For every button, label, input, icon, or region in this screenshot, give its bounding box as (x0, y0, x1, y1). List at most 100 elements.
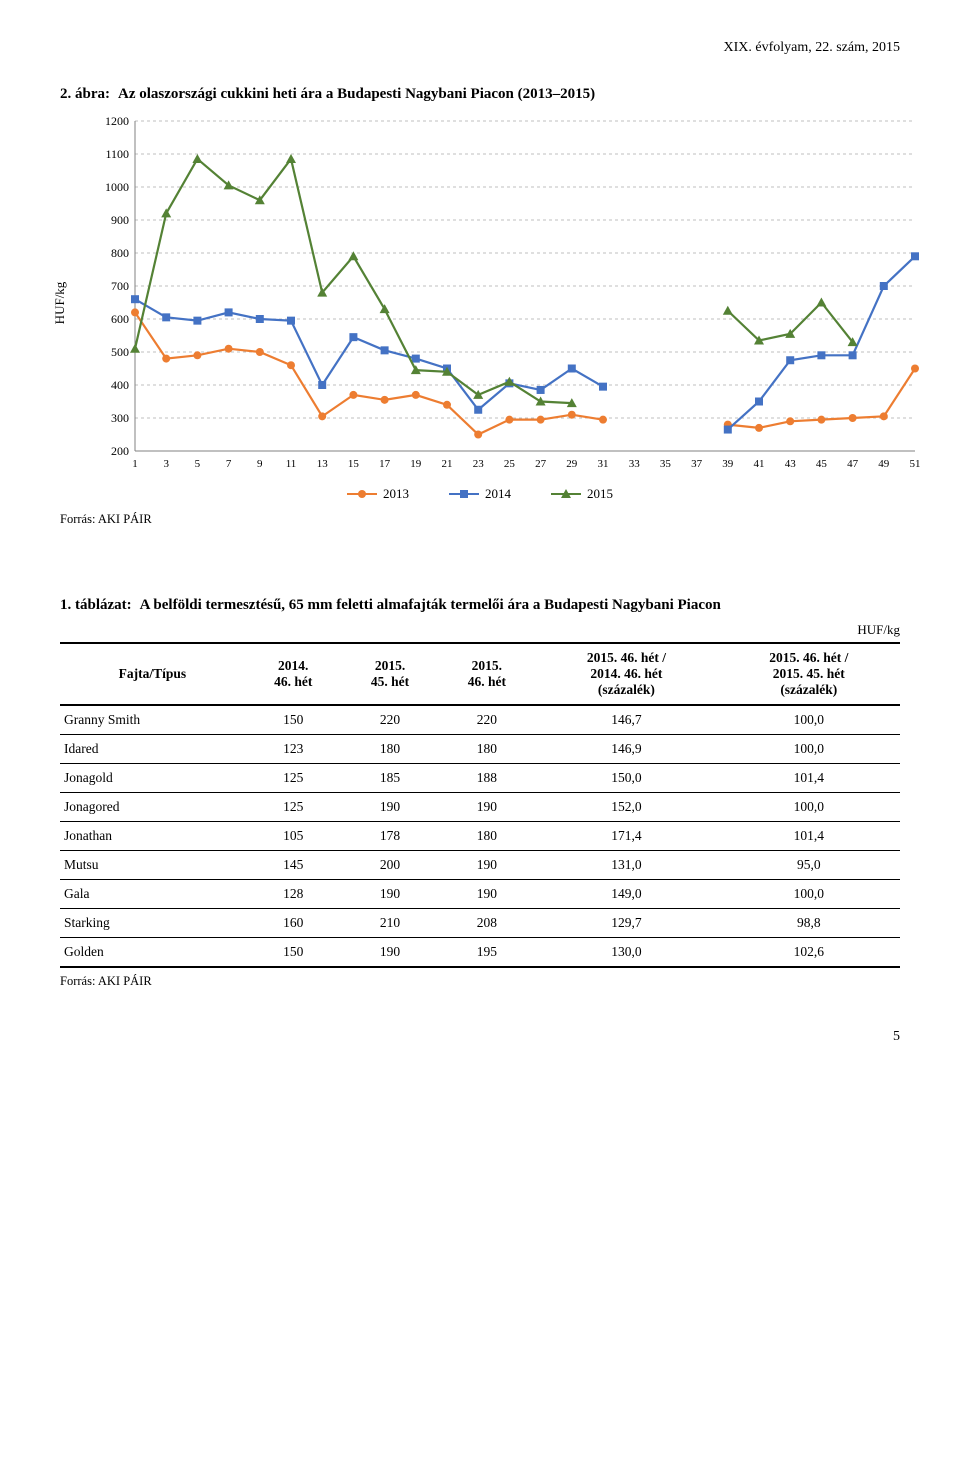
table-cell: Gala (60, 880, 245, 909)
table-cell: 180 (438, 735, 535, 764)
svg-text:17: 17 (379, 458, 391, 470)
table-cell: 150,0 (535, 764, 717, 793)
table-row: Mutsu145200190131,095,0 (60, 851, 900, 880)
table-cell: 125 (245, 764, 342, 793)
table-row: Jonagored125190190152,0100,0 (60, 793, 900, 822)
table-cell: 101,4 (718, 822, 900, 851)
table-cell: 130,0 (535, 938, 717, 968)
svg-text:47: 47 (847, 458, 859, 470)
svg-text:51: 51 (910, 458, 921, 470)
svg-text:9: 9 (257, 458, 263, 470)
table-cell: 145 (245, 851, 342, 880)
table-row: Starking160210208129,798,8 (60, 909, 900, 938)
legend-item-2015: 2015 (551, 486, 613, 502)
table-cell: 190 (438, 851, 535, 880)
svg-text:800: 800 (111, 246, 129, 260)
legend-label-2014: 2014 (485, 486, 511, 502)
svg-text:15: 15 (348, 458, 360, 470)
table-cell: 149,0 (535, 880, 717, 909)
table-cell: Jonagold (60, 764, 245, 793)
table-header-cell: 2015.45. hét (342, 643, 439, 705)
svg-text:23: 23 (473, 458, 485, 470)
chart-legend: 2013 2014 2015 (60, 486, 900, 502)
svg-text:49: 49 (878, 458, 890, 470)
table-cell: 101,4 (718, 764, 900, 793)
svg-text:31: 31 (598, 458, 609, 470)
table-cell: 200 (342, 851, 439, 880)
table-cell: Granny Smith (60, 705, 245, 735)
table-cell: 190 (438, 793, 535, 822)
svg-text:41: 41 (754, 458, 765, 470)
table-row: Idared123180180146,9100,0 (60, 735, 900, 764)
table-cell: Jonagored (60, 793, 245, 822)
table-header-cell: 2015. 46. hét /2015. 45. hét(százalék) (718, 643, 900, 705)
table-header-cell: 2014.46. hét (245, 643, 342, 705)
page-header: XIX. évfolyam, 22. szám, 2015 (60, 40, 900, 56)
chart-ylabel: HUF/kg (52, 281, 68, 324)
table-cell: 146,7 (535, 705, 717, 735)
table-title-prefix: 1. táblázat: (60, 597, 132, 614)
table-cell: 220 (438, 705, 535, 735)
svg-text:5: 5 (195, 458, 201, 470)
table-cell: Starking (60, 909, 245, 938)
table-cell: 125 (245, 793, 342, 822)
svg-text:11: 11 (286, 458, 297, 470)
table-cell: 188 (438, 764, 535, 793)
chart-title: Az olaszországi cukkini heti ára a Budap… (118, 86, 595, 103)
table-cell: 102,6 (718, 938, 900, 968)
svg-text:600: 600 (111, 312, 129, 326)
svg-text:200: 200 (111, 444, 129, 458)
svg-text:1100: 1100 (105, 147, 129, 161)
svg-text:900: 900 (111, 213, 129, 227)
table-cell: 150 (245, 938, 342, 968)
table-header-cell: Fajta/Típus (60, 643, 245, 705)
svg-text:39: 39 (722, 458, 734, 470)
table-cell: 150 (245, 705, 342, 735)
svg-text:300: 300 (111, 411, 129, 425)
legend-marker-2014 (449, 488, 479, 500)
svg-text:19: 19 (410, 458, 422, 470)
table-cell: 105 (245, 822, 342, 851)
line-chart: 2003004005006007008009001000110012001357… (90, 113, 925, 476)
table-cell: 129,7 (535, 909, 717, 938)
svg-text:37: 37 (691, 458, 703, 470)
table-row: Jonathan105178180171,4101,4 (60, 822, 900, 851)
legend-label-2015: 2015 (587, 486, 613, 502)
chart-source: Forrás: AKI PÁIR (60, 512, 900, 527)
svg-text:33: 33 (629, 458, 641, 470)
table-cell: Golden (60, 938, 245, 968)
svg-text:700: 700 (111, 279, 129, 293)
legend-marker-2013 (347, 488, 377, 500)
chart-container: HUF/kg 200300400500600700800900100011001… (90, 113, 900, 476)
table-row: Golden150190195130,0102,6 (60, 938, 900, 968)
table-cell: 195 (438, 938, 535, 968)
svg-text:1000: 1000 (105, 180, 129, 194)
table-cell: 208 (438, 909, 535, 938)
table-cell: 98,8 (718, 909, 900, 938)
table-cell: 100,0 (718, 735, 900, 764)
table-cell: 210 (342, 909, 439, 938)
table-header-cell: 2015.46. hét (438, 643, 535, 705)
legend-item-2014: 2014 (449, 486, 511, 502)
table-cell: 100,0 (718, 880, 900, 909)
table-cell: 220 (342, 705, 439, 735)
svg-text:29: 29 (566, 458, 578, 470)
svg-text:1200: 1200 (105, 114, 129, 128)
legend-label-2013: 2013 (383, 486, 409, 502)
table-cell: Idared (60, 735, 245, 764)
table-cell: 95,0 (718, 851, 900, 880)
legend-item-2013: 2013 (347, 486, 409, 502)
table-cell: 185 (342, 764, 439, 793)
table-row: Jonagold125185188150,0101,4 (60, 764, 900, 793)
table-source: Forrás: AKI PÁIR (60, 974, 900, 989)
table-row: Granny Smith150220220146,7100,0 (60, 705, 900, 735)
table-cell: 123 (245, 735, 342, 764)
table-cell: 178 (342, 822, 439, 851)
svg-text:25: 25 (504, 458, 516, 470)
table-cell: 100,0 (718, 705, 900, 735)
svg-text:45: 45 (816, 458, 828, 470)
table-unit: HUF/kg (60, 622, 900, 638)
table-cell: Mutsu (60, 851, 245, 880)
svg-text:1: 1 (132, 458, 138, 470)
table-cell: 190 (342, 793, 439, 822)
